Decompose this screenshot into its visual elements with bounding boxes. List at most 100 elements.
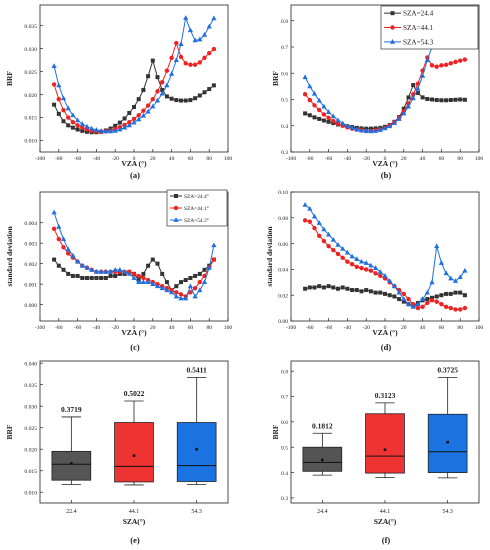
data-point-sza1 — [364, 288, 369, 293]
data-point-sza1 — [458, 97, 463, 102]
box-mean — [132, 454, 136, 457]
data-point-sza2 — [364, 267, 369, 272]
data-point-sza3 — [391, 283, 397, 289]
box-box1 — [302, 446, 343, 472]
x-tick-label: -40 — [344, 325, 352, 331]
data-point-sza2 — [317, 107, 322, 113]
data-point-sza3 — [452, 278, 459, 283]
panel-label: (a) — [130, 170, 140, 180]
data-point-sza1 — [155, 261, 160, 266]
x-tick-label: -80 — [306, 156, 314, 162]
data-point-sza1 — [331, 285, 336, 290]
data-point-sza2 — [66, 115, 71, 120]
box-data-label: 0.3725 — [437, 365, 458, 374]
data-point-sza2 — [51, 82, 57, 87]
data-point-sza1 — [378, 290, 383, 295]
panel-a: 0.010 0.015 0.020 0.025 0.030 0.035 BRF -100 -80… — [5, 4, 232, 180]
y-tick-label: 0.004 — [24, 221, 37, 227]
data-point-sza1 — [146, 263, 151, 268]
legend: SZA=24.4° SZA=44.1° SZA=54.3° — [166, 189, 228, 227]
data-point-sza2 — [429, 63, 435, 68]
data-point-sza3 — [396, 289, 402, 295]
data-point-sza1 — [52, 257, 57, 262]
y-tick-label: 0.025 — [24, 70, 37, 76]
data-point-sza1 — [434, 294, 439, 299]
data-point-sza1 — [434, 98, 439, 103]
data-point-sza3 — [401, 110, 407, 116]
data-point-sza3 — [98, 128, 104, 133]
data-point-sza1 — [99, 276, 104, 280]
x-tick-label: -60 — [325, 325, 333, 331]
data-point-sza1 — [146, 74, 151, 79]
data-point-sza3 — [358, 127, 365, 133]
data-point-sza3 — [164, 287, 170, 293]
data-point-sza3 — [126, 271, 132, 276]
data-point-sza2 — [425, 300, 430, 306]
data-point-sza2 — [302, 218, 308, 223]
data-point-sza2 — [406, 296, 411, 302]
y-tick-label: 0.4 — [281, 471, 288, 477]
data-point-sza1 — [326, 284, 331, 289]
y-tick-label: 0.002 — [24, 262, 37, 268]
data-point-sza1 — [70, 125, 75, 130]
data-point-sza1 — [113, 273, 118, 278]
data-point-sza3 — [75, 117, 81, 123]
data-point-sza3 — [51, 209, 57, 215]
data-point-sza3 — [79, 121, 85, 126]
data-point-sza2 — [136, 273, 141, 279]
series-line-sza3 — [304, 204, 466, 308]
data-point-sza2 — [415, 305, 421, 311]
data-point-sza1 — [448, 98, 453, 103]
data-point-sza3 — [377, 269, 383, 274]
panel-label: (d) — [381, 342, 392, 352]
data-point-sza3 — [363, 128, 369, 133]
y-tick-label: 0.020 — [24, 447, 37, 453]
x-tick-label: 100 — [475, 325, 484, 331]
data-point-sza1 — [350, 288, 355, 293]
category-label: 54.3 — [442, 509, 453, 515]
data-point-sza2 — [317, 233, 322, 239]
data-point-sza1 — [75, 273, 80, 278]
data-point-sza2 — [453, 59, 458, 65]
data-point-sza1 — [321, 285, 326, 290]
y-axis-label: BRF — [5, 71, 14, 86]
x-tick-label: 40 — [420, 156, 426, 162]
data-point-sza1 — [127, 110, 132, 115]
data-point-sza3 — [387, 278, 393, 283]
legend-marker — [389, 39, 396, 44]
data-point-sza3 — [354, 256, 360, 261]
box-mean — [195, 447, 198, 451]
data-point-sza3 — [349, 125, 355, 130]
data-point-sza3 — [51, 63, 57, 68]
data-point-sza3 — [387, 123, 393, 129]
data-point-sza1 — [439, 293, 444, 298]
data-point-sza3 — [344, 123, 350, 128]
data-point-sza3 — [349, 253, 355, 259]
data-point-sza1 — [132, 104, 136, 109]
x-tick-label: 60 — [439, 156, 445, 162]
data-point-sza3 — [93, 127, 99, 132]
data-point-sza3 — [89, 125, 95, 131]
data-point-sza3 — [321, 103, 327, 109]
data-point-sza1 — [141, 271, 146, 276]
y-tick-label: 0.5 — [281, 445, 288, 451]
data-point-sza3 — [56, 82, 62, 88]
category-label: 54.3 — [191, 509, 202, 515]
data-point-sza3 — [316, 97, 322, 103]
data-point-sza2 — [183, 61, 188, 66]
data-point-sza1 — [317, 284, 322, 289]
data-point-sza3 — [443, 270, 449, 276]
data-point-sza1 — [61, 119, 66, 124]
x-tick-label: -60 — [74, 325, 82, 331]
data-point-sza2 — [331, 247, 336, 253]
data-point-sza1 — [392, 294, 397, 299]
data-point-sza2 — [164, 68, 170, 73]
x-tick-label: 100 — [475, 156, 484, 162]
panel-c: 0.000 0.001 0.002 0.003 0.004 standard deviat… — [5, 189, 232, 352]
category-label: 22.4 — [66, 509, 77, 515]
data-point-sza3 — [107, 269, 114, 274]
data-point-sza3 — [103, 269, 109, 274]
data-point-sza2 — [378, 273, 383, 279]
data-point-sza3 — [368, 262, 374, 268]
data-point-sza2 — [458, 58, 463, 63]
